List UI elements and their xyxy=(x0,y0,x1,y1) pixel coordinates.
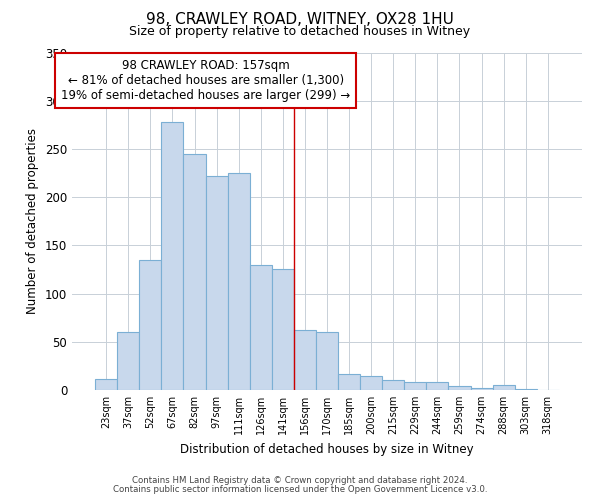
Bar xyxy=(382,380,404,390)
Bar xyxy=(272,270,294,390)
Bar xyxy=(95,380,117,390)
Bar xyxy=(316,332,338,390)
Bar xyxy=(117,332,139,390)
Bar xyxy=(470,388,493,390)
Text: 98 CRAWLEY ROAD: 157sqm
← 81% of detached houses are smaller (1,300)
19% of semi: 98 CRAWLEY ROAD: 157sqm ← 81% of detache… xyxy=(61,59,350,102)
Bar xyxy=(250,264,272,390)
Bar xyxy=(139,260,161,390)
Text: Contains public sector information licensed under the Open Government Licence v3: Contains public sector information licen… xyxy=(113,485,487,494)
Bar xyxy=(294,330,316,390)
Bar xyxy=(184,154,206,390)
Bar xyxy=(227,173,250,390)
Bar xyxy=(515,389,537,390)
Bar xyxy=(360,376,382,390)
Bar xyxy=(161,122,184,390)
Text: Contains HM Land Registry data © Crown copyright and database right 2024.: Contains HM Land Registry data © Crown c… xyxy=(132,476,468,485)
Bar xyxy=(206,176,227,390)
Bar xyxy=(404,382,427,390)
Bar xyxy=(338,374,360,390)
Bar xyxy=(427,382,448,390)
X-axis label: Distribution of detached houses by size in Witney: Distribution of detached houses by size … xyxy=(180,442,474,456)
Text: Size of property relative to detached houses in Witney: Size of property relative to detached ho… xyxy=(130,25,470,38)
Bar xyxy=(493,385,515,390)
Bar xyxy=(448,386,470,390)
Text: 98, CRAWLEY ROAD, WITNEY, OX28 1HU: 98, CRAWLEY ROAD, WITNEY, OX28 1HU xyxy=(146,12,454,28)
Y-axis label: Number of detached properties: Number of detached properties xyxy=(26,128,40,314)
